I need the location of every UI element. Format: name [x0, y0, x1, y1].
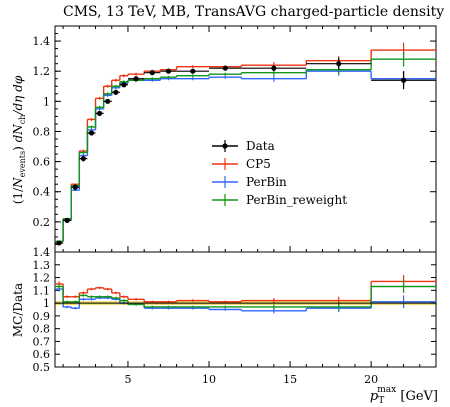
main-plot-area: [55, 42, 436, 246]
data-point: [271, 65, 277, 71]
main-y-axis: 0.2 0.4 0.6 0.8 1 1.2 1.4: [33, 26, 437, 252]
main-y-tick-label: 1.2: [33, 65, 51, 78]
main-y-axis-label-open: (1/: [11, 187, 25, 204]
data-point: [64, 217, 70, 223]
data-point: [80, 155, 86, 162]
ratio-y-tick-label: 0.8: [33, 323, 51, 336]
main-y-axis-label-mid: ): [11, 142, 25, 151]
main-y-tick-label: 0.4: [33, 186, 51, 199]
main-y-tick-label: 0.2: [33, 216, 51, 229]
legend-label: Data: [246, 139, 275, 153]
ratio-plot-area: [55, 275, 436, 314]
main-y-tick-label: 0.6: [33, 156, 51, 169]
legend-label: PerBin_reweight: [246, 193, 347, 207]
data-point: [222, 65, 228, 71]
ratio-y-tick-label: 1: [43, 297, 50, 310]
data-point: [113, 89, 119, 95]
x-axis-label-sup: max: [377, 385, 396, 395]
main-y-axis-label-d: d: [11, 134, 25, 142]
main-y-axis-label: (1/Nevents) dNch/dη dφ: [11, 75, 27, 204]
ratio-y-tick-label: 0.5: [33, 361, 51, 374]
main-y-axis-label-n-sub: events: [18, 151, 27, 177]
ratio-y-axis: 0.50.60.70.80.911.11.21.31.4: [33, 246, 436, 374]
data-point: [88, 130, 95, 136]
main-y-tick-label: 1: [43, 95, 50, 108]
series-perbin-reweight: [55, 280, 436, 311]
main-y-axis-label-nch: N: [11, 124, 25, 136]
ratio-y-tick-label: 0.6: [33, 348, 51, 361]
x-tick-label: 5: [124, 373, 131, 386]
x-axis-label-unit: [GeV]: [396, 389, 438, 404]
data-point: [96, 110, 103, 116]
main-y-axis-label-tail: /dη dφ: [11, 75, 25, 115]
ratio-panel: 0.50.60.70.80.911.11.21.31.4 5 10 15 20 MC/…: [11, 246, 438, 406]
data-point: [72, 184, 78, 190]
data-point: [56, 240, 62, 246]
data-point: [133, 76, 139, 82]
series-cp5: [55, 275, 436, 305]
main-y-axis-label-nch-sub: ch: [18, 115, 27, 125]
data-point: [336, 61, 342, 67]
legend-marker: [222, 143, 228, 149]
x-axis-label-sub: T: [378, 396, 384, 406]
ratio-y-tick-label: 0.9: [33, 310, 51, 323]
x-tick-label: 10: [202, 373, 216, 386]
data-point: [105, 98, 111, 104]
chart-title: CMS, 13 TeV, MB, TransAVG charged-partic…: [63, 4, 444, 20]
ratio-x-axis: 5 10 15 20: [62, 361, 437, 386]
legend: Data CP5 PerBin PerBin_reweight: [212, 139, 347, 207]
series-data: [55, 57, 436, 246]
legend-item-cp5: CP5: [212, 157, 271, 171]
data-point: [190, 68, 196, 74]
x-axis-label: pTmax [GeV]: [370, 385, 438, 406]
legend-item-data: Data: [212, 139, 275, 153]
legend-label: PerBin: [246, 175, 287, 189]
x-tick-label: 20: [364, 373, 378, 386]
data-point: [165, 68, 172, 74]
ratio-y-tick-label: 1.4: [33, 246, 51, 259]
main-y-tick-label: 1.4: [33, 35, 51, 48]
data-point: [400, 77, 407, 83]
data-point: [121, 82, 127, 88]
ratio-y-tick-label: 1.2: [33, 272, 51, 285]
ratio-y-tick-label: 1.3: [33, 259, 51, 272]
ratio-y-tick-label: 1.1: [33, 284, 51, 297]
ratio-y-axis-label: MC/Data: [11, 283, 25, 337]
x-axis-label-p: p: [370, 389, 379, 404]
main-y-tick-label: 0.8: [33, 125, 51, 138]
ratio-y-tick-label: 0.7: [33, 335, 51, 348]
data-point: [149, 70, 155, 76]
main-y-axis-label-n: N: [11, 177, 25, 189]
legend-item-perbin: PerBin: [212, 175, 287, 189]
ratio-frame: [54, 251, 437, 368]
main-panel: 0.2 0.4 0.6 0.8 1 1.2 1.4 Data CP5 PerBin PerBin_…: [11, 25, 437, 253]
x-tick-label: 15: [283, 373, 297, 386]
legend-label: CP5: [246, 157, 271, 171]
legend-item-perbin-reweight: PerBin_reweight: [212, 193, 347, 207]
